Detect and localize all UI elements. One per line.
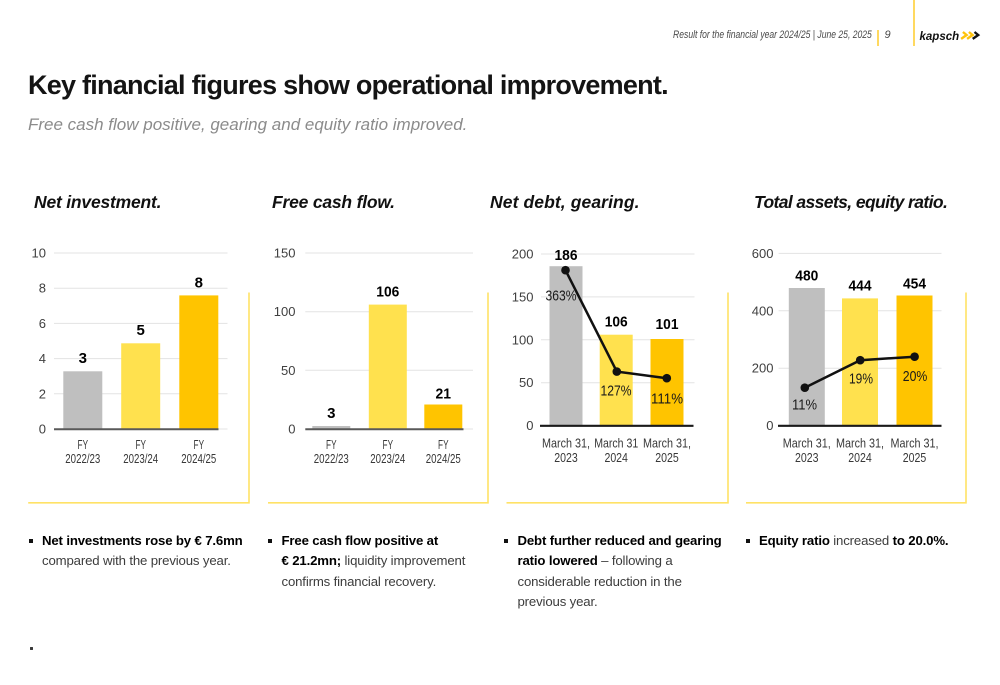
- svg-text:200: 200: [512, 247, 534, 262]
- svg-text:6: 6: [39, 316, 46, 331]
- svg-text:FY: FY: [194, 438, 205, 452]
- svg-text:50: 50: [281, 363, 295, 378]
- svg-text:2023/24: 2023/24: [370, 452, 405, 466]
- svg-text:FY: FY: [78, 438, 89, 452]
- svg-text:March 31,: March 31,: [836, 437, 884, 451]
- svg-text:50: 50: [519, 375, 533, 390]
- svg-text:2022/23: 2022/23: [314, 452, 349, 466]
- svg-text:20%: 20%: [903, 368, 928, 385]
- svg-text:444: 444: [849, 278, 873, 295]
- svg-text:0: 0: [526, 418, 533, 433]
- svg-text:100: 100: [512, 332, 534, 347]
- svg-text:150: 150: [274, 246, 296, 261]
- svg-text:150: 150: [512, 289, 534, 304]
- svg-text:186: 186: [555, 247, 578, 264]
- svg-text:4: 4: [39, 351, 46, 366]
- svg-text:March 31,: March 31,: [891, 437, 939, 451]
- svg-text:2024/25: 2024/25: [181, 452, 216, 466]
- svg-text:2023: 2023: [795, 451, 819, 465]
- svg-text:10: 10: [32, 246, 46, 261]
- svg-text:5: 5: [137, 322, 145, 339]
- svg-text:0: 0: [766, 418, 773, 433]
- svg-text:2022/23: 2022/23: [65, 452, 100, 466]
- svg-text:3: 3: [327, 405, 335, 422]
- svg-text:2024/25: 2024/25: [426, 452, 461, 466]
- svg-text:600: 600: [752, 246, 774, 261]
- svg-text:FY: FY: [326, 438, 337, 452]
- svg-text:127%: 127%: [601, 383, 632, 400]
- svg-text:100: 100: [274, 304, 296, 319]
- svg-text:2024: 2024: [604, 451, 628, 465]
- svg-text:21: 21: [436, 385, 452, 402]
- svg-text:2023/24: 2023/24: [123, 452, 158, 466]
- svg-text:454: 454: [903, 276, 927, 293]
- svg-text:101: 101: [656, 316, 679, 333]
- svg-text:2023: 2023: [554, 451, 578, 465]
- svg-text:2025: 2025: [903, 451, 927, 465]
- svg-text:March 31,: March 31,: [542, 437, 590, 451]
- svg-text:March 31: March 31: [594, 437, 638, 451]
- svg-text:March 31,: March 31,: [643, 437, 691, 451]
- svg-text:0: 0: [39, 422, 46, 437]
- svg-text:200: 200: [752, 361, 774, 376]
- svg-text:0: 0: [288, 422, 295, 437]
- svg-text:2: 2: [39, 386, 46, 401]
- svg-text:FY: FY: [438, 438, 449, 452]
- svg-text:480: 480: [795, 268, 818, 285]
- svg-text:106: 106: [376, 284, 399, 301]
- svg-text:March 31,: March 31,: [783, 437, 831, 451]
- svg-text:8: 8: [39, 281, 46, 296]
- svg-text:106: 106: [605, 314, 628, 331]
- svg-text:11%: 11%: [792, 397, 817, 414]
- svg-text:FY: FY: [135, 438, 146, 452]
- svg-text:363%: 363%: [546, 288, 577, 305]
- svg-text:3: 3: [79, 350, 87, 367]
- svg-text:111%: 111%: [651, 391, 683, 408]
- svg-text:19%: 19%: [849, 371, 873, 388]
- svg-text:2024: 2024: [848, 451, 872, 465]
- svg-text:400: 400: [752, 303, 774, 318]
- svg-text:2025: 2025: [655, 451, 679, 465]
- svg-text:8: 8: [195, 275, 203, 292]
- svg-text:FY: FY: [383, 438, 394, 452]
